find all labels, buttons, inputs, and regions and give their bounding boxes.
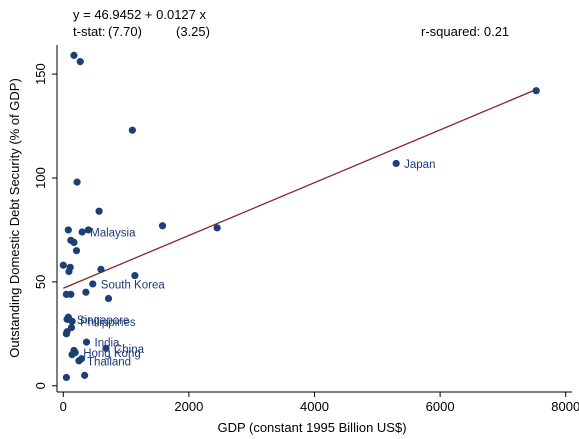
regression-fit-line — [63, 88, 537, 289]
data-point — [89, 280, 97, 288]
y-tick-label: 100 — [33, 167, 48, 189]
point-label: Singapore — [77, 315, 129, 327]
data-point — [95, 207, 103, 215]
x-tick-label: 8000 — [551, 399, 579, 414]
data-point — [75, 357, 83, 365]
data-point — [213, 224, 221, 232]
point-labels: Japan Malaysia South Korea SingaporePhilipp… — [77, 159, 436, 368]
data-point — [64, 226, 72, 234]
data-point — [68, 317, 76, 325]
tstat-intercept: (7.70) — [108, 24, 142, 39]
data-point — [67, 290, 75, 298]
x-axis-title: GDP (constant 1995 Billion US$) — [217, 420, 406, 435]
data-point — [81, 371, 89, 379]
data-point — [102, 344, 110, 352]
x-tick-label: 2000 — [174, 399, 203, 414]
point-label: Japan — [404, 159, 435, 171]
data-point — [104, 294, 113, 303]
y-tick-label: 150 — [33, 63, 48, 85]
axes: 0 2000 4000 6000 8000 0 50 100 150 — [33, 45, 579, 414]
data-point — [158, 222, 167, 230]
y-axis-title: Outstanding Domestic Debt Security (% of… — [7, 78, 22, 358]
data-point — [72, 247, 81, 255]
data-point — [73, 178, 81, 186]
data-point — [82, 288, 90, 296]
x-tick-label: 0 — [60, 399, 67, 414]
data-point — [62, 373, 71, 382]
data-point — [392, 159, 400, 168]
fit-line-group — [63, 88, 537, 289]
point-label: South Korea — [101, 279, 166, 291]
data-point — [128, 126, 136, 134]
r-squared-label: r-squared: 0.21 — [421, 24, 510, 39]
tstat-label: t-stat: — [73, 24, 106, 39]
tstat-slope: (3.25) — [176, 24, 210, 39]
regression-equation: y = 46.9452 + 0.0127 x — [73, 7, 206, 22]
data-point — [70, 51, 78, 59]
point-label: Philippines — [80, 317, 136, 329]
y-tick-label: 50 — [33, 275, 48, 289]
data-point — [131, 272, 139, 280]
data-point — [65, 267, 73, 276]
data-point — [67, 323, 76, 332]
data-point — [84, 226, 93, 234]
point-label: China — [114, 344, 145, 356]
data-points — [59, 51, 540, 382]
point-label: India — [95, 338, 121, 350]
point-label: Malaysia — [90, 228, 136, 240]
data-point — [76, 58, 84, 66]
data-point — [59, 261, 67, 269]
y-tick-label: 0 — [33, 382, 48, 389]
x-tick-label: 6000 — [426, 399, 455, 414]
data-point — [71, 348, 79, 357]
point-label: Thailand — [87, 356, 131, 368]
x-tick-label: 4000 — [300, 399, 329, 414]
data-point — [97, 265, 105, 274]
data-point — [70, 238, 78, 246]
data-point — [78, 228, 86, 236]
data-point — [82, 338, 91, 346]
point-label: Hong Kong — [83, 348, 141, 360]
data-point — [532, 87, 540, 95]
